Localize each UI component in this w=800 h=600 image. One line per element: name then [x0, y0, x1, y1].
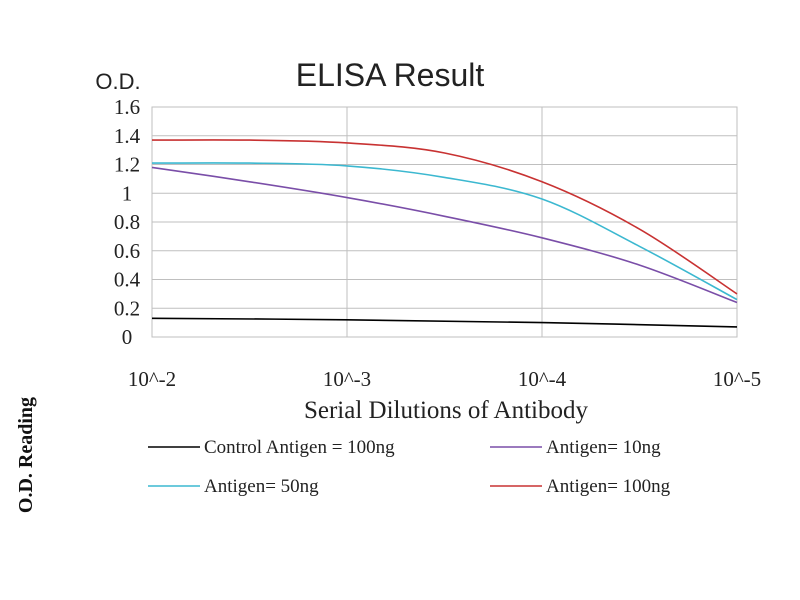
series-line-2 [151, 166, 738, 304]
series-line-1 [151, 317, 738, 328]
y-tick-label: 1 [122, 181, 133, 205]
y-tick-label: 0.6 [114, 239, 140, 263]
x-tick-label: 10^-3 [323, 367, 371, 391]
x-axis-label: Serial Dilutions of Antibody [304, 397, 589, 424]
legend-label-2: Antigen= 10ng [546, 437, 661, 458]
y-unit-label: O.D. [95, 69, 140, 94]
legend-label-1: Control Antigen = 100ng [204, 437, 395, 458]
series-line-3 [151, 162, 738, 301]
series-line-4 [151, 139, 738, 295]
x-tick-labels: 10^-2 10^-3 10^-4 10^-5 [128, 367, 761, 391]
y-tick-label: 0.4 [114, 268, 141, 292]
y-tick-label: 1.2 [114, 153, 140, 177]
y-tick-label: 1.4 [114, 124, 141, 148]
y-tick-label: 0.8 [114, 210, 140, 234]
x-tick-label: 10^-2 [128, 367, 176, 391]
chart-title: ELISA Result [296, 57, 485, 93]
x-tick-label: 10^-4 [518, 367, 567, 391]
legend-label-4: Antigen= 100ng [546, 476, 671, 497]
legend-label-3: Antigen= 50ng [204, 476, 319, 497]
y-gridlines [152, 135, 737, 309]
series-lines [151, 139, 738, 328]
y-tick-label: 1.6 [114, 95, 140, 119]
y-tick-label: 0 [122, 325, 133, 349]
x-tick-label: 10^-5 [713, 367, 761, 391]
y-tick-labels: 1.6 1.4 1.2 1 0.8 0.6 0.4 0.2 0 [114, 95, 141, 349]
legend: Control Antigen = 100ng Antigen= 10ng Anti… [148, 437, 671, 497]
side-label: O.D. Reading [15, 397, 37, 513]
y-tick-label: 0.2 [114, 296, 140, 320]
